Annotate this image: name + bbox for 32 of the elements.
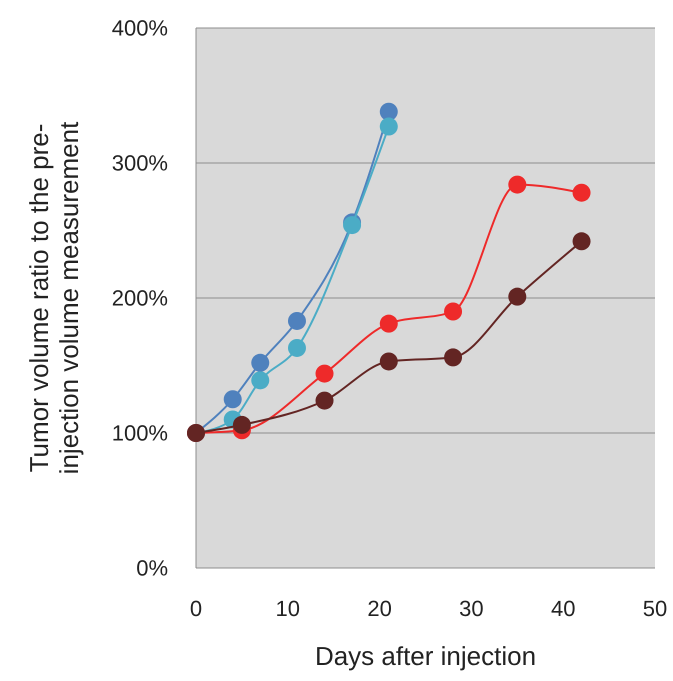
point — [380, 102, 398, 121]
y-tick-label: 100% — [112, 420, 168, 446]
point — [316, 364, 334, 383]
point — [380, 352, 398, 370]
point — [572, 232, 591, 250]
point — [232, 416, 251, 434]
point — [444, 302, 462, 320]
x-tick-label: 30 — [459, 596, 484, 621]
point — [343, 216, 362, 234]
x-tick-label: 0 — [190, 596, 202, 621]
point — [380, 118, 398, 136]
y-tick-label: 0% — [136, 556, 168, 581]
point — [288, 312, 306, 330]
point — [508, 288, 526, 306]
point — [444, 348, 462, 366]
point — [251, 354, 270, 372]
point — [224, 390, 242, 408]
point — [508, 176, 526, 194]
x-tick-label: 40 — [550, 596, 576, 621]
point — [251, 371, 270, 390]
point — [316, 392, 334, 410]
point — [288, 338, 306, 357]
x-tick-label: 20 — [367, 596, 392, 621]
x-tick-label: 50 — [642, 596, 668, 621]
y-tick-label: 400% — [112, 16, 168, 41]
point — [380, 314, 398, 333]
y-axis-title: Tumor volume ratio to the pre- injection volume measurement — [24, 120, 84, 474]
x-tick-label: 10 — [276, 596, 300, 621]
x-axis-title: Days after injection — [314, 641, 536, 671]
y-tick-label: 300% — [112, 150, 168, 176]
point — [572, 184, 591, 202]
y-tick-label: 200% — [112, 286, 168, 311]
